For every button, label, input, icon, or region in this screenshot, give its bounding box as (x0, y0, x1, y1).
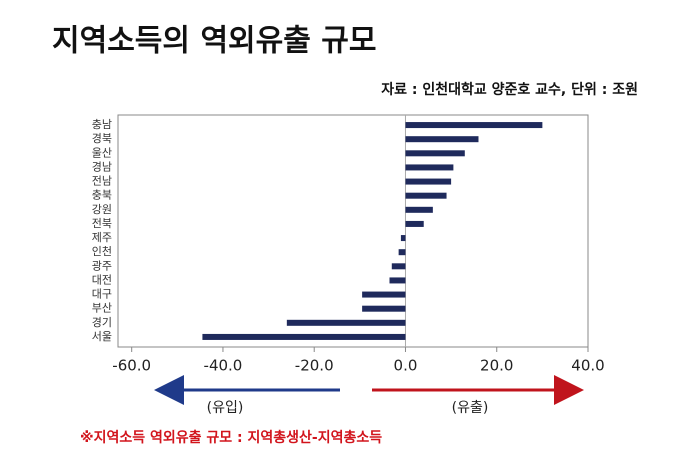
y-tick-label: 경북 (92, 132, 112, 145)
bar (405, 192, 447, 199)
bar (391, 263, 406, 270)
y-tick-label: 경기 (92, 316, 112, 329)
bar (398, 249, 406, 256)
y-tick-label: 전북 (92, 217, 112, 230)
x-tick-label: 40.0 (571, 357, 604, 375)
left-annotation: (유입) (207, 400, 244, 416)
y-tick-label: 전남 (92, 175, 112, 188)
y-tick-label: 경남 (92, 160, 112, 173)
bar (400, 235, 406, 242)
bar (405, 206, 433, 213)
y-tick-label: 인천 (92, 244, 112, 258)
y-tick-label: 광주 (92, 259, 112, 272)
y-tick-label: 부산 (92, 302, 112, 315)
footnote: ※지역소득 역외유출 규모 : 지역총생산-지역총소득 (80, 429, 382, 446)
y-tick-label: 울산 (92, 146, 112, 159)
plot-frame (117, 114, 589, 348)
bar (405, 136, 479, 143)
bar (389, 277, 406, 284)
bar (362, 305, 406, 312)
bar (405, 178, 452, 185)
bar (286, 319, 406, 326)
bar (405, 150, 465, 157)
x-tick-label: 0.0 (394, 357, 418, 375)
x-tick-label: -60.0 (112, 357, 151, 375)
right-annotation: (유출) (452, 400, 489, 416)
bar (202, 333, 406, 340)
y-tick-label: 대구 (92, 288, 112, 301)
bar (405, 220, 424, 227)
y-tick-label: 제주 (92, 231, 112, 244)
bar (362, 291, 406, 298)
y-tick-label: 대전 (92, 273, 112, 286)
bar (405, 164, 454, 171)
chart-title: 지역소득의 역외유출 규모 (52, 24, 377, 59)
x-tick-label: -20.0 (295, 357, 334, 375)
y-tick-label: 충북 (92, 189, 112, 202)
bar (405, 122, 543, 129)
x-tick-label: -40.0 (204, 357, 243, 375)
y-tick-label: 충남 (92, 118, 112, 131)
x-tick-label: 20.0 (480, 357, 513, 375)
subtitle: 자료 : 인천대학교 양준호 교수, 단위 : 조원 (381, 81, 638, 98)
y-tick-label: 서울 (92, 330, 112, 343)
y-tick-label: 강원 (92, 203, 112, 216)
